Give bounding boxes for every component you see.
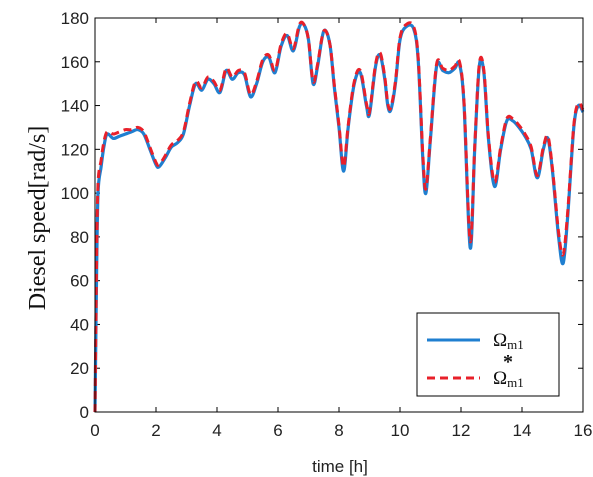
- y-tick-label: 140: [61, 97, 89, 116]
- legend-label-2-base: Ω: [493, 368, 507, 389]
- x-tick-label: 8: [334, 421, 343, 440]
- legend: Ωm1 * Ωm1: [416, 312, 560, 397]
- x-tick-label: 14: [513, 421, 532, 440]
- legend-label-1: Ωm1: [493, 330, 524, 352]
- y-tick-label: 80: [70, 228, 89, 247]
- x-tick-label: 12: [452, 421, 471, 440]
- y-tick-label: 20: [70, 359, 89, 378]
- plot-area-frame: [94, 17, 584, 413]
- y-tick-label: 160: [61, 53, 89, 72]
- legend-label-2: Ωm1: [493, 368, 524, 390]
- legend-box: [416, 312, 560, 397]
- legend-star: *: [503, 351, 513, 373]
- x-tick-label: 16: [574, 421, 593, 440]
- x-tick-label: 10: [391, 421, 410, 440]
- legend-label-2-sub: m1: [507, 375, 524, 390]
- x-tick-label: 2: [151, 421, 160, 440]
- y-tick-label: 180: [61, 9, 89, 28]
- legend-label-1-base: Ω: [493, 330, 507, 351]
- series-line-reference: [93, 20, 585, 413]
- x-tick-label: 0: [90, 421, 99, 440]
- x-tick-label: 4: [212, 421, 221, 440]
- y-tick-label: 60: [70, 272, 89, 291]
- series-layer: [93, 20, 585, 413]
- y-axis-label: Diesel speed[rad/s]: [25, 126, 51, 311]
- y-tick-label: 120: [61, 140, 89, 159]
- y-tick-label: 0: [80, 403, 89, 422]
- y-tick-label: 100: [61, 184, 89, 203]
- y-tick-label: 40: [70, 315, 89, 334]
- x-tick-label: 6: [273, 421, 282, 440]
- legend-label-1-sub: m1: [507, 337, 524, 352]
- x-axis-label: time [h]: [312, 457, 368, 476]
